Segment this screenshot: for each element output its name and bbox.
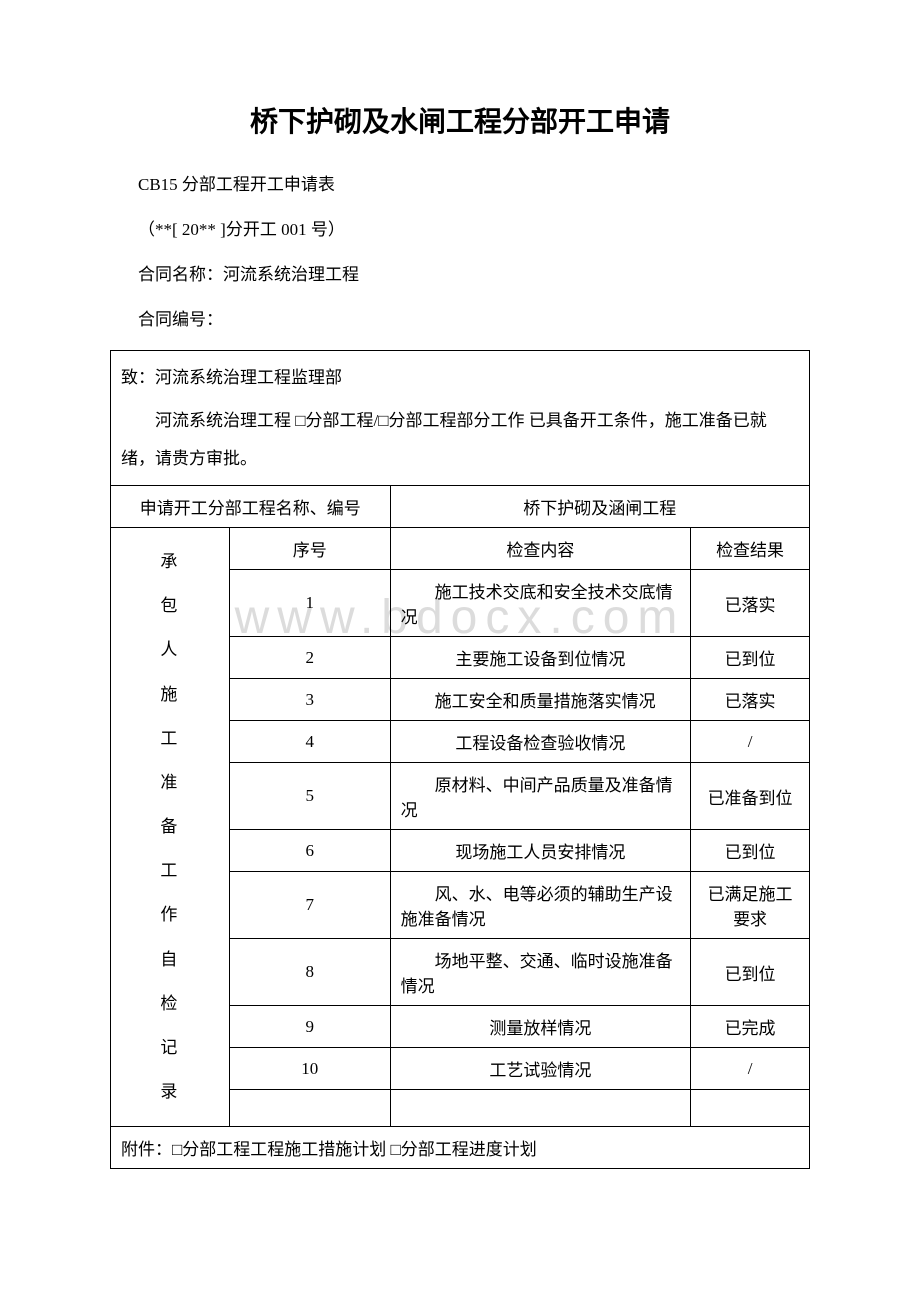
header-result: 检查结果	[691, 528, 810, 570]
result-cell: /	[691, 1048, 810, 1090]
content-cell: 主要施工设备到位情况	[390, 637, 691, 679]
content-cell: 场地平整、交通、临时设施准备情况	[390, 939, 691, 1006]
result-cell: 已落实	[691, 679, 810, 721]
seq-cell: 2	[229, 637, 390, 679]
result-cell: /	[691, 721, 810, 763]
result-cell: 已到位	[691, 939, 810, 1006]
header-seq: 序号	[229, 528, 390, 570]
seq-cell: 3	[229, 679, 390, 721]
intro-to: 致：河流系统治理工程监理部	[121, 359, 799, 396]
self-check-group-label: 承包人施工准备工作自检记录	[111, 528, 230, 1127]
contract-name: 合同名称：河流系统治理工程	[110, 260, 810, 285]
content-cell: 风、水、电等必须的辅助生产设施准备情况	[390, 872, 691, 939]
result-cell	[691, 1090, 810, 1127]
seq-cell: 7	[229, 872, 390, 939]
seq-cell: 4	[229, 721, 390, 763]
seq-cell: 5	[229, 763, 390, 830]
intro-cell: 致：河流系统治理工程监理部 河流系统治理工程 □分部工程/□分部工程部分工作 已…	[111, 351, 810, 486]
contract-no: 合同编号：	[110, 305, 810, 330]
apply-label: 申请开工分部工程名称、编号	[111, 486, 391, 528]
content-cell: 工艺试验情况	[390, 1048, 691, 1090]
seq-cell	[229, 1090, 390, 1127]
doc-number: （**[ 20** ]分开工 001 号）	[110, 215, 810, 240]
result-cell: 已到位	[691, 830, 810, 872]
content-cell: 工程设备检查验收情况	[390, 721, 691, 763]
seq-cell: 1	[229, 570, 390, 637]
page-title: 桥下护砌及水闸工程分部开工申请	[110, 100, 810, 140]
result-cell: 已完成	[691, 1006, 810, 1048]
seq-cell: 9	[229, 1006, 390, 1048]
appendix-cell: 附件：□分部工程工程施工措施计划 □分部工程进度计划	[111, 1127, 810, 1169]
header-content: 检查内容	[390, 528, 691, 570]
content-cell: 原材料、中间产品质量及准备情况	[390, 763, 691, 830]
contract-name-label: 合同名称：	[138, 265, 223, 284]
seq-cell: 10	[229, 1048, 390, 1090]
intro-body: 河流系统治理工程 □分部工程/□分部工程部分工作 已具备开工条件，施工准备已就绪…	[121, 402, 799, 477]
result-cell: 已落实	[691, 570, 810, 637]
result-cell: 已到位	[691, 637, 810, 679]
contract-name-value: 河流系统治理工程	[223, 265, 359, 284]
content-cell: 施工技术交底和安全技术交底情况	[390, 570, 691, 637]
content-cell	[390, 1090, 691, 1127]
form-code: CB15 分部工程开工申请表	[110, 170, 810, 195]
seq-cell: 6	[229, 830, 390, 872]
content-cell: 测量放样情况	[390, 1006, 691, 1048]
application-table: 致：河流系统治理工程监理部 河流系统治理工程 □分部工程/□分部工程部分工作 已…	[110, 350, 810, 1169]
apply-value: 桥下护砌及涵闸工程	[390, 486, 809, 528]
result-cell: 已准备到位	[691, 763, 810, 830]
seq-cell: 8	[229, 939, 390, 1006]
content-cell: 施工安全和质量措施落实情况	[390, 679, 691, 721]
result-cell: 已满足施工要求	[691, 872, 810, 939]
content-cell: 现场施工人员安排情况	[390, 830, 691, 872]
